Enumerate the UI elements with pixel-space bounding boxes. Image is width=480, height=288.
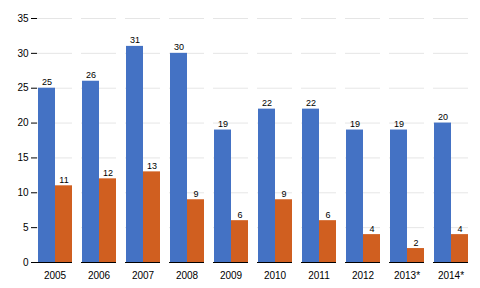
svg-text:2013*: 2013* — [394, 270, 420, 281]
svg-text:25: 25 — [42, 77, 52, 87]
svg-text:20: 20 — [438, 112, 448, 122]
svg-text:2: 2 — [413, 238, 418, 248]
svg-text:30: 30 — [174, 42, 184, 52]
svg-text:22: 22 — [262, 98, 272, 108]
svg-text:22: 22 — [306, 98, 316, 108]
svg-text:2011: 2011 — [308, 270, 330, 281]
svg-text:26: 26 — [86, 70, 96, 80]
svg-text:19: 19 — [218, 119, 228, 129]
svg-text:6: 6 — [325, 210, 330, 220]
svg-text:31: 31 — [130, 35, 140, 45]
svg-text:2006: 2006 — [88, 270, 111, 281]
svg-text:2014*: 2014* — [438, 270, 464, 281]
svg-text:15: 15 — [17, 152, 29, 163]
svg-text:30: 30 — [17, 48, 29, 59]
svg-text:13: 13 — [147, 161, 157, 171]
svg-text:35: 35 — [17, 13, 29, 24]
svg-text:9: 9 — [281, 189, 286, 199]
svg-text:2012: 2012 — [352, 270, 375, 281]
svg-text:0: 0 — [23, 257, 29, 268]
svg-text:2007: 2007 — [132, 270, 155, 281]
svg-text:10: 10 — [17, 187, 29, 198]
svg-text:11: 11 — [59, 175, 68, 185]
svg-text:6: 6 — [237, 210, 242, 220]
svg-text:19: 19 — [350, 119, 360, 129]
svg-text:9: 9 — [193, 189, 198, 199]
svg-text:25: 25 — [17, 82, 29, 93]
svg-text:2005: 2005 — [44, 270, 67, 281]
svg-text:2010: 2010 — [264, 270, 287, 281]
svg-text:12: 12 — [103, 168, 113, 178]
svg-text:19: 19 — [394, 119, 404, 129]
svg-text:2009: 2009 — [220, 270, 243, 281]
svg-text:4: 4 — [457, 224, 462, 234]
svg-text:5: 5 — [23, 222, 29, 233]
svg-text:4: 4 — [369, 224, 374, 234]
svg-text:2008: 2008 — [176, 270, 199, 281]
svg-text:20: 20 — [17, 117, 29, 128]
